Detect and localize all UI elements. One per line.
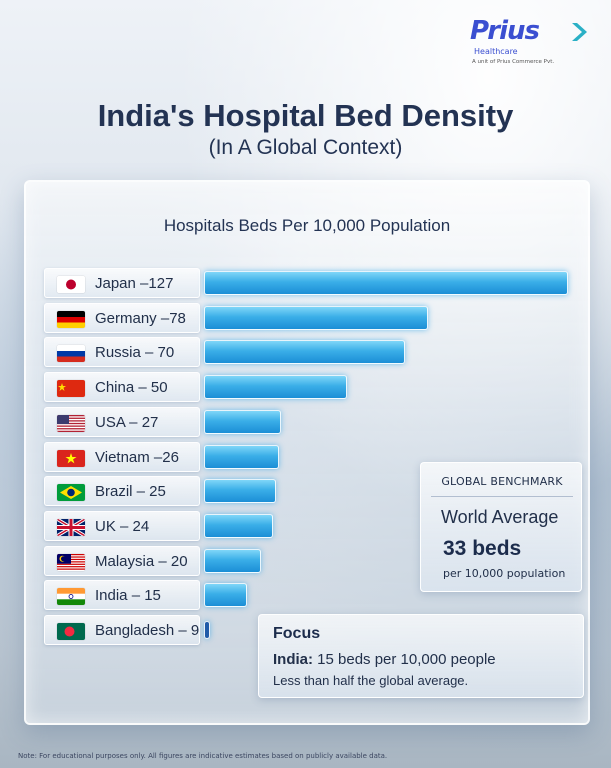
focus-card: Focus India: 15 beds per 10,000 people L…: [258, 614, 584, 698]
bar-label: Malaysia – 20: [95, 552, 188, 570]
bar-label: Brazil – 25: [95, 483, 166, 501]
uk-flag-icon: [57, 518, 85, 536]
bar-label: Bangladesh – 9: [95, 622, 200, 639]
bar-china: [204, 375, 348, 400]
label-uk: UK – 24: [44, 510, 200, 541]
label-malaysia: Malaysia – 20: [44, 545, 200, 576]
logo-wordmark: Prius: [470, 16, 540, 46]
bar-vietnam: [204, 444, 279, 469]
logo-tagline: A unit of Prius Commerce Pvt.: [472, 59, 555, 65]
malaysia-flag-icon: [57, 553, 85, 571]
page-subtitle: (In A Global Context): [208, 136, 403, 159]
bar-brazil: [204, 479, 276, 504]
bar-label: USA – 27: [95, 413, 159, 431]
bar-label: China – 50: [95, 379, 168, 397]
page-title: India's Hospital Bed Density: [97, 98, 514, 133]
focus-detail: 15 beds per 10,000 people: [313, 651, 496, 668]
bar-label: Germany –78: [95, 309, 186, 327]
label-china: China – 50: [44, 372, 200, 403]
bar-label: India – 15: [95, 587, 161, 605]
label-bangladesh: Bangladesh – 9: [44, 615, 200, 645]
label-japan: Japan –127: [44, 268, 200, 298]
germany-flag-icon: [57, 310, 85, 328]
benchmark-unit: per 10,000 population: [443, 567, 566, 580]
focus-line-1: India: 15 beds per 10,000 people: [273, 651, 496, 668]
india-flag-icon: [57, 588, 85, 606]
brazil-flag-icon: [57, 484, 85, 502]
bar-usa: [204, 409, 282, 434]
label-germany: Germany –78: [44, 302, 200, 333]
bar-japan: [204, 271, 568, 295]
focus-country: India:: [273, 651, 313, 668]
japan-flag-icon: [57, 276, 85, 293]
bar-uk: [204, 513, 273, 538]
logo-subtitle: Healthcare: [474, 47, 518, 56]
bangladesh-flag-icon: [57, 623, 85, 640]
benchmark-value: 33 beds: [443, 537, 522, 560]
benchmark-label: World Average: [441, 507, 559, 527]
label-vietnam: Vietnam –26: [44, 441, 200, 472]
label-brazil: Brazil – 25: [44, 476, 200, 507]
label-usa: USA – 27: [44, 406, 200, 437]
bar-germany: [204, 305, 428, 330]
bar-label: UK – 24: [95, 517, 150, 535]
benchmark-card: GLOBAL BENCHMARK World Average 33 beds p…: [420, 462, 582, 592]
bar-india: [204, 583, 247, 608]
label-russia: Russia – 70: [44, 337, 200, 368]
logo-arrow-icon: [572, 23, 587, 41]
usa-flag-icon: [57, 414, 85, 432]
china-flag-icon: [57, 380, 85, 398]
bar-russia: [204, 340, 405, 365]
benchmark-divider: [431, 496, 573, 497]
benchmark-heading: GLOBAL BENCHMARK: [441, 475, 563, 488]
bar-bangladesh: [204, 621, 210, 639]
bar-label: Russia – 70: [95, 344, 175, 362]
focus-line-2: Less than half the global average.: [273, 673, 469, 688]
bar-label: Vietnam –26: [95, 448, 179, 466]
bar-malaysia: [204, 548, 262, 573]
bar-label: Japan –127: [95, 275, 174, 292]
brand-logo: Prius Healthcare A unit of Prius Commerc…: [470, 16, 600, 76]
vietnam-flag-icon: [57, 449, 85, 467]
footnote: Note: For educational purposes only. All…: [18, 752, 388, 760]
label-india: India – 15: [44, 580, 200, 611]
russia-flag-icon: [57, 345, 85, 363]
chart-title: Hospitals Beds Per 10,000 Population: [163, 216, 451, 235]
focus-heading: Focus: [273, 625, 321, 642]
